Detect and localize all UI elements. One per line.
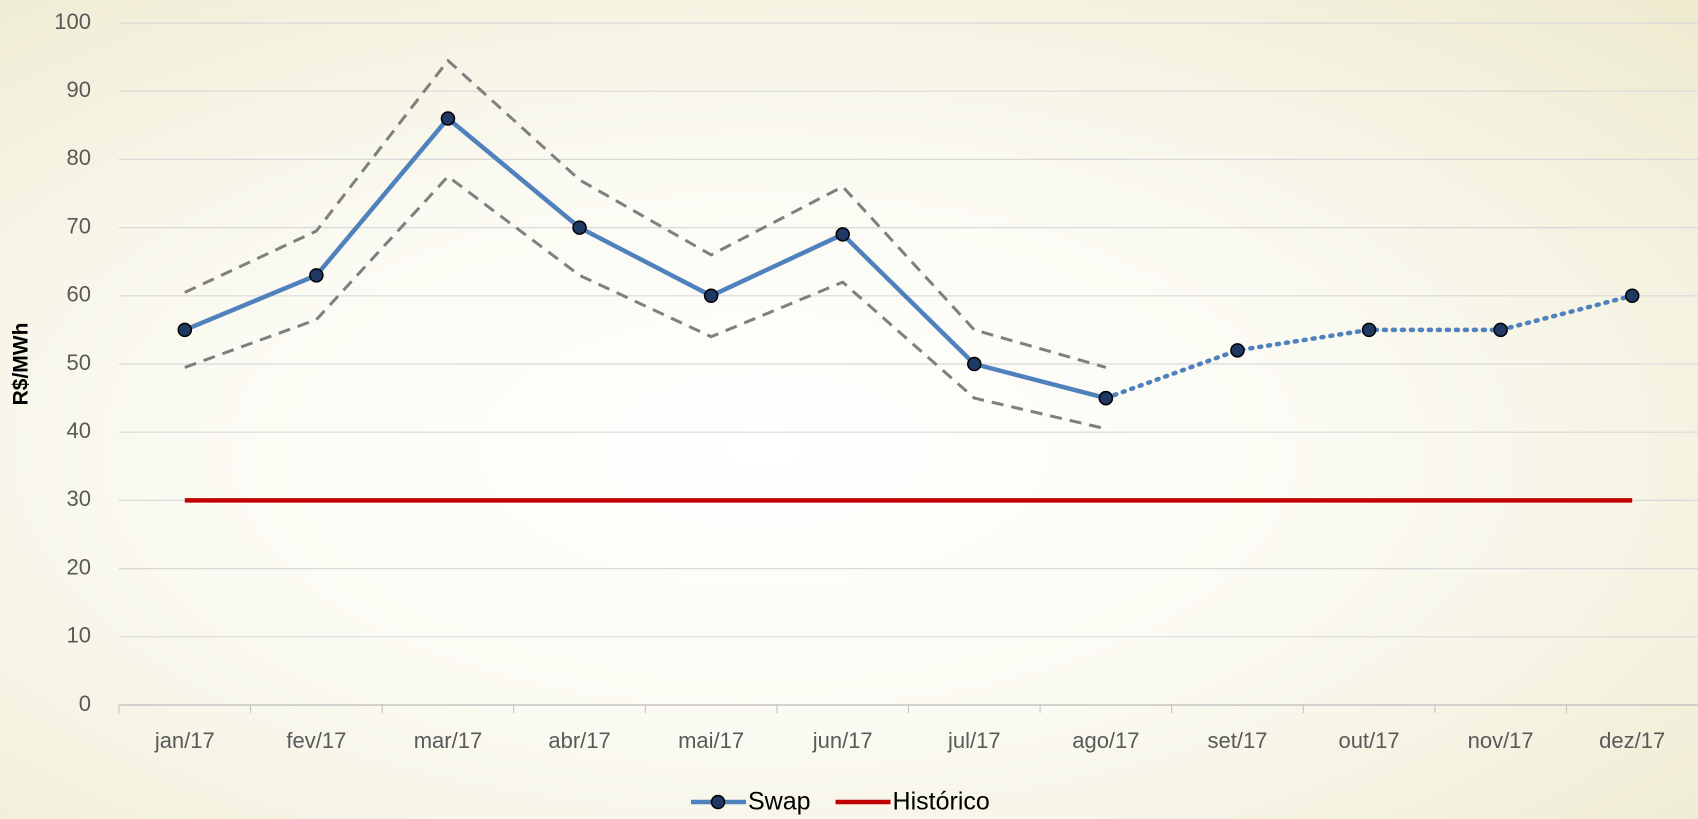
marker (177, 322, 193, 338)
y-axis-label: R$/MWh (10, 323, 33, 406)
marker (440, 111, 456, 126)
y-tick-label: 10 (67, 623, 91, 648)
y-tick-label: 100 (54, 9, 91, 34)
y-tick-label: 70 (67, 213, 91, 238)
x-tick-label: jun/17 (812, 728, 873, 753)
x-tick-label: set/17 (1207, 728, 1267, 753)
y-tick-label: 50 (67, 350, 91, 375)
series-line (1103, 293, 1635, 401)
y-tick-label: 30 (67, 486, 91, 511)
marker (1624, 288, 1640, 304)
x-tick-label: mar/17 (414, 728, 482, 753)
legend-label: Swap (748, 788, 811, 816)
marker (309, 268, 324, 283)
y-tick-label: 90 (67, 77, 91, 102)
x-tick-label: dez/17 (1599, 728, 1665, 753)
marker (1361, 322, 1377, 338)
series-line (183, 116, 1107, 401)
marker (1098, 390, 1114, 406)
marker (572, 220, 587, 235)
x-tick-label: jul/17 (947, 728, 1001, 753)
y-tick-label: 60 (67, 282, 91, 307)
marker (835, 227, 850, 242)
marker (1230, 343, 1245, 358)
series-line (184, 174, 1107, 431)
x-tick-label: abr/17 (548, 728, 610, 753)
x-tick-label: mai/17 (678, 728, 744, 753)
legend-label: Histórico (893, 788, 990, 816)
x-tick-label: jan/17 (154, 728, 215, 753)
marker (703, 288, 719, 304)
marker (1493, 322, 1508, 338)
legend-marker (710, 794, 726, 810)
y-tick-label: 40 (67, 418, 91, 443)
y-tick-label: 80 (67, 145, 91, 170)
x-tick-label: fev/17 (286, 728, 346, 753)
x-tick-label: ago/17 (1072, 728, 1139, 753)
y-tick-label: 0 (79, 691, 91, 716)
y-tick-label: 20 (67, 554, 91, 579)
marker (967, 356, 982, 372)
x-tick-label: nov/17 (1468, 728, 1534, 753)
x-tick-label: out/17 (1338, 728, 1399, 753)
series-line (184, 59, 1107, 369)
